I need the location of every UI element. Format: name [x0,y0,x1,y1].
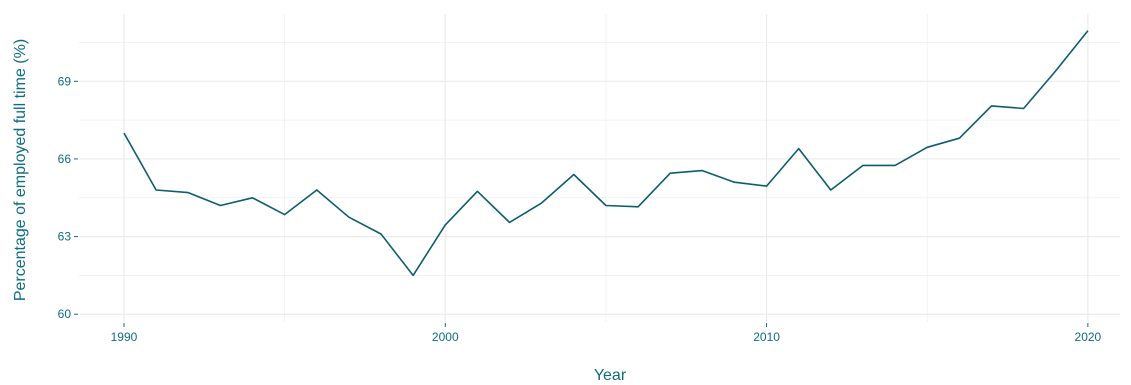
major-gridlines [79,14,1120,322]
x-tick-label: 1990 [111,330,138,344]
data-point [477,190,479,192]
data-point [252,197,254,199]
data-point [509,222,511,224]
series-line [123,30,1089,277]
y-tick-label: 63 [58,230,72,244]
data-point [926,146,928,148]
data-point [380,233,382,235]
x-axis: 1990 2000 2010 2020 [111,323,1102,344]
minor-gridlines [79,14,1120,322]
y-axis: 60 63 66 69 [58,74,78,321]
y-tick-label: 66 [58,152,72,166]
data-point [348,216,350,218]
data-point [1055,70,1057,72]
y-tick-label: 69 [58,74,72,88]
data-point [991,105,993,107]
x-tick-label: 2010 [753,330,780,344]
data-point [573,174,575,176]
x-tick-label: 2000 [432,330,459,344]
data-point [1087,30,1089,32]
x-tick-label: 2020 [1075,330,1102,344]
data-point [605,205,607,207]
data-point [155,189,157,191]
data-point [284,214,286,216]
data-point [1023,108,1025,110]
data-point [830,189,832,191]
data-point [959,137,961,139]
y-axis-title: Percentage of employed full time (%) [12,39,29,301]
data-point [412,275,414,277]
data-point [702,170,704,172]
data-point [862,165,864,167]
data-point [734,181,736,183]
y-tick-label: 60 [58,307,72,321]
data-point [637,206,639,208]
data-point [766,185,768,187]
x-axis-title: Year [594,367,627,384]
data-point [669,172,671,174]
data-point [123,132,125,134]
data-point [798,148,800,150]
series-layer [123,30,1089,277]
data-point [541,202,543,204]
data-point [316,189,318,191]
data-point [220,205,222,207]
data-point [444,224,446,226]
data-point [894,165,896,167]
data-point [187,192,189,194]
